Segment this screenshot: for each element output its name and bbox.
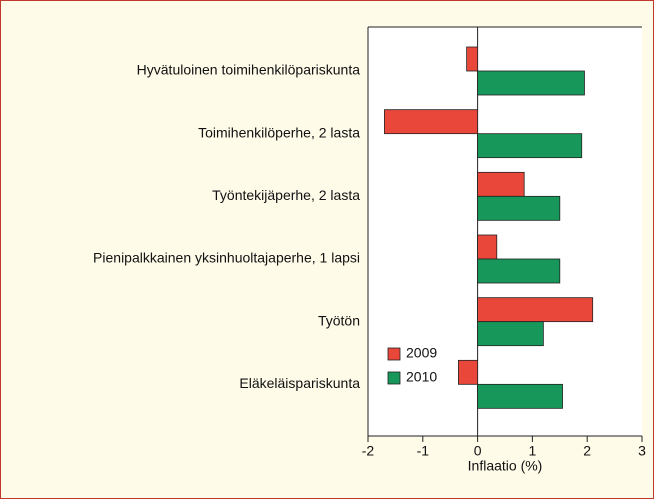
x-tick-label: -2 [362, 443, 375, 459]
y-tick-label: Työntekijäperhe, 2 lasta [212, 187, 360, 203]
bar [477, 171, 525, 197]
legend-swatch [387, 371, 401, 385]
y-tick-label: Eläkeläispariskunta [239, 375, 360, 391]
bar [477, 297, 594, 323]
y-tick-label: Hyvätuloinen toimihenkilöpariskunta [137, 62, 361, 78]
bar [477, 258, 561, 284]
legend-label: 2010 [406, 369, 437, 385]
x-tick-label: 2 [583, 443, 591, 459]
x-tick-label: -1 [417, 443, 430, 459]
bar [477, 70, 585, 96]
bar [466, 46, 479, 72]
bar [458, 359, 479, 385]
x-tick-label: 1 [529, 443, 537, 459]
x-tick-label: 0 [474, 443, 482, 459]
bar [477, 234, 498, 260]
y-tick-label: Toimihenkilöperhe, 2 lasta [198, 124, 360, 140]
bar [477, 383, 563, 409]
bar [477, 321, 544, 347]
x-tick-label: 3 [638, 443, 646, 459]
x-axis-label: Inflaatio (%) [468, 458, 543, 474]
y-tick-label: Pienipalkkainen yksinhuoltajaperhe, 1 la… [93, 250, 360, 266]
bar [477, 133, 583, 159]
y-tick-label: Työtön [318, 312, 360, 328]
bar [477, 195, 561, 221]
bar [384, 109, 479, 135]
legend-swatch [387, 347, 401, 361]
legend-label: 2009 [406, 345, 437, 361]
